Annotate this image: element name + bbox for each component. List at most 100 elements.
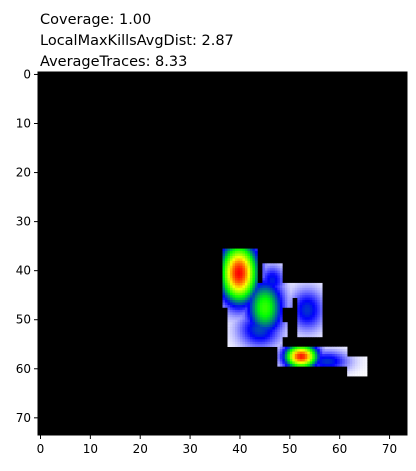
heat-cell (244, 317, 248, 321)
heat-cell (247, 273, 251, 276)
heat-cell (237, 314, 241, 318)
heat-cell (349, 361, 353, 365)
heat-cell (237, 300, 241, 303)
heat-cell (227, 258, 231, 262)
heat-cell (332, 363, 335, 367)
heat-cell (319, 314, 323, 318)
heat-cell (224, 265, 228, 269)
heat-cell (222, 253, 226, 257)
heat-cell (242, 314, 246, 318)
heat-cell (249, 319, 253, 323)
heat-cell (254, 275, 258, 279)
heat-cell (277, 265, 281, 269)
heat-cell (312, 346, 316, 350)
heat-cell (239, 295, 243, 298)
heat-cell (222, 270, 226, 274)
heat-cell (267, 309, 271, 313)
y-tick-label: 60 (16, 362, 31, 376)
heat-cell (304, 319, 308, 323)
heat-cell (242, 290, 246, 294)
heat-cell (237, 322, 241, 325)
heat-cell (337, 361, 340, 365)
heat-cell (299, 309, 303, 313)
heat-cell (242, 329, 246, 333)
heat-cell (317, 329, 321, 333)
heat-cell (297, 292, 301, 296)
heat-cell (272, 331, 276, 335)
heat-cell (227, 273, 231, 276)
heat-cell (292, 346, 296, 350)
heat-cell (254, 329, 258, 333)
heat-cell (317, 322, 321, 325)
heat-cell (254, 341, 258, 345)
heat-cell (254, 307, 258, 311)
heat-cell (344, 354, 348, 357)
heat-cell (229, 295, 233, 298)
heat-cell (242, 278, 246, 281)
heat-cell (347, 361, 350, 365)
heat-cell (222, 278, 226, 281)
heat-cell (254, 331, 258, 335)
heat-cell (354, 368, 358, 372)
heat-cell (254, 319, 258, 323)
heat-cell (292, 287, 296, 291)
heat-cell (252, 265, 256, 269)
heat-cell (264, 331, 268, 335)
heat-cell (262, 292, 266, 296)
heat-cell (287, 285, 291, 289)
heat-cell (252, 300, 256, 303)
heat-cell (262, 263, 266, 267)
heat-cell (234, 336, 238, 340)
heat-cell (232, 307, 236, 311)
heat-cell (227, 285, 231, 289)
y-tick-label: 30 (16, 215, 31, 229)
heat-cell (264, 280, 268, 284)
heat-cell (354, 373, 358, 377)
heat-cell (239, 278, 243, 281)
heat-cell (304, 354, 308, 357)
heat-cell (279, 356, 283, 360)
heat-cell (259, 302, 263, 306)
heat-cell (274, 275, 278, 279)
heat-cell (279, 349, 283, 352)
heat-cell (277, 324, 281, 328)
heat-cell (319, 329, 323, 333)
heat-cell (242, 339, 246, 343)
heat-cell (234, 339, 238, 343)
heat-cell (274, 341, 278, 345)
heat-cell (284, 346, 288, 350)
heat-cell (307, 295, 311, 298)
heat-cell (227, 248, 231, 252)
heat-cell (302, 322, 306, 325)
heat-cell (319, 285, 323, 289)
heat-cell (239, 324, 243, 328)
heat-cell (242, 331, 246, 335)
heat-cell (252, 319, 256, 323)
heat-cell (279, 314, 283, 318)
heat-cell (267, 275, 271, 279)
heat-cell (257, 339, 261, 343)
heat-cell (312, 334, 316, 338)
heat-cell (247, 331, 251, 335)
heat-cell (262, 302, 266, 306)
heat-cell (239, 305, 243, 308)
heat-cell (237, 253, 241, 257)
heat-cell (327, 358, 331, 362)
heat-cell (252, 282, 256, 286)
heat-cell (259, 339, 263, 343)
heat-cell (264, 268, 268, 271)
heat-cell (354, 358, 358, 362)
heat-cell (252, 322, 256, 325)
heat-cell (272, 285, 276, 289)
heat-cell (332, 361, 335, 365)
heat-cell (297, 300, 301, 303)
heat-cell (269, 317, 273, 321)
heat-cell (262, 324, 266, 328)
heat-cell (344, 361, 348, 365)
heat-cell (237, 248, 241, 252)
heat-cell (359, 373, 363, 377)
heat-cell (297, 297, 301, 301)
heat-cell (304, 356, 308, 360)
heat-cell (362, 361, 365, 365)
heat-cell (244, 344, 248, 347)
